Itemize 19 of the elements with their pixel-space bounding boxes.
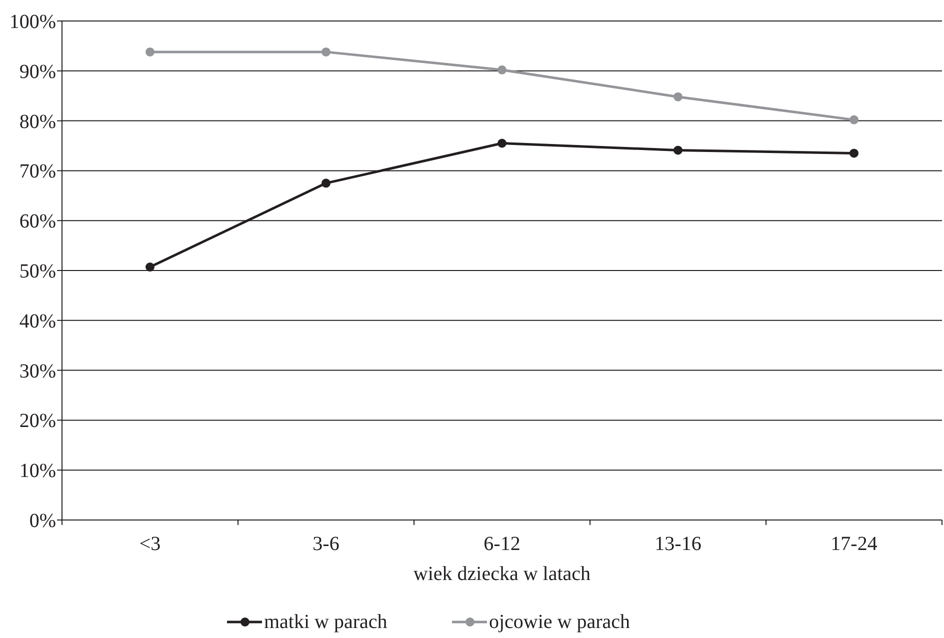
x-tick-label: 6-12 bbox=[484, 533, 520, 555]
y-tick-label: 10% bbox=[19, 460, 56, 482]
y-tick-label: 100% bbox=[9, 11, 56, 33]
x-tick-label: 13-16 bbox=[654, 533, 702, 555]
legend-label: matki w parach bbox=[264, 611, 388, 633]
y-tick-label: 40% bbox=[19, 310, 56, 332]
x-tick-label: 3-6 bbox=[312, 533, 340, 555]
legend-label: ojcowie w parach bbox=[489, 611, 630, 633]
y-tick-label: 90% bbox=[19, 60, 56, 83]
x-axis-title: wiek dziecka w latach bbox=[413, 563, 591, 585]
y-tick-label: 20% bbox=[19, 410, 56, 432]
y-tick-label: 0% bbox=[29, 510, 56, 532]
y-tick-label: 60% bbox=[19, 210, 56, 233]
y-tick-label: 80% bbox=[19, 110, 56, 133]
y-tick-label: 70% bbox=[19, 160, 56, 183]
y-tick-label: 30% bbox=[19, 360, 56, 382]
x-tick-label: <3 bbox=[139, 533, 161, 555]
x-tick-label: 17-24 bbox=[830, 533, 878, 555]
y-tick-label: 50% bbox=[19, 260, 56, 282]
